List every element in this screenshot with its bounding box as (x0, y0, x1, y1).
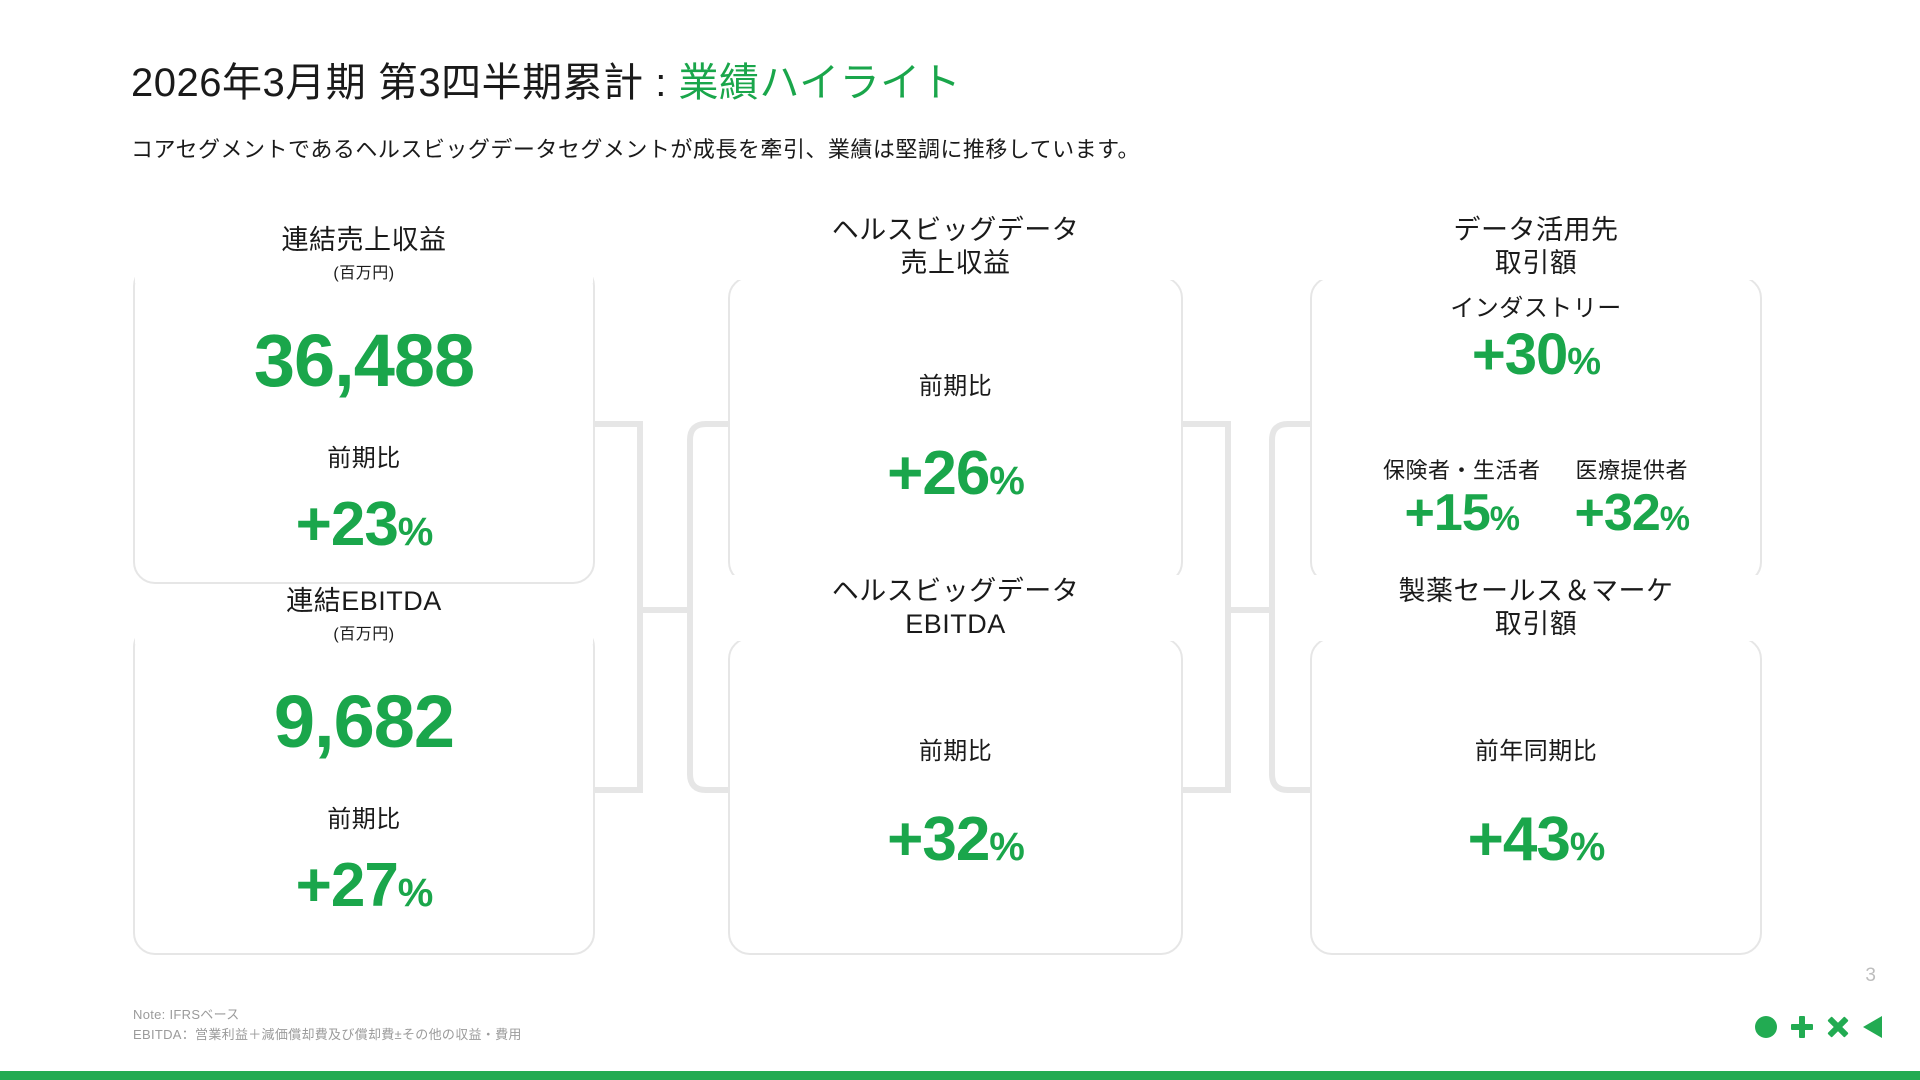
footnote-line-2: EBITDA：営業利益＋減価償却費及び償却費±その他の収益・費用 (133, 1026, 522, 1042)
metric-consolidated-ebitda-change: +27% (296, 855, 434, 917)
card-hbd-ebitda-compare-label: 前期比 (918, 738, 993, 765)
metric-hbd-ebitda-change-symbol: % (989, 825, 1025, 869)
metric-pharma-change: +43% (1468, 809, 1606, 871)
cross-mark-icon (1827, 1016, 1849, 1038)
card-consolidated-revenue: 連結売上収益 (百万円) 36,488 前期比 +23% (133, 224, 595, 584)
metric-consolidated-revenue-value: 36,488 (253, 319, 475, 402)
sub-metric-healthcare-provider-number: +32 (1574, 484, 1661, 542)
metric-consolidated-revenue-change: +23% (296, 494, 434, 556)
sub-metric-healthcare-provider-label: 医療提供者 (1575, 458, 1689, 483)
sub-metric-healthcare-provider-symbol: % (1659, 500, 1690, 538)
metric-consolidated-ebitda-value: 9,682 (273, 680, 455, 763)
page-title: 2026年3月期 第3四半期累計 : 業績ハイライト (131, 50, 961, 108)
card-consolidated-ebitda: 連結EBITDA (百万円) 9,682 前期比 +27% (133, 585, 595, 955)
sub-metric-healthcare-provider-change: +32% (1574, 484, 1690, 542)
plus-mark-icon (1791, 1016, 1813, 1038)
card-data-usage: データ活用先 取引額 インダストリー +30% 保険者・生活者 +15% 医療提… (1310, 214, 1762, 584)
card-consolidated-revenue-title: 連結売上収益 (281, 225, 447, 255)
metric-pharma-change-symbol: % (1569, 825, 1606, 869)
metric-hbd-revenue-change-symbol: % (989, 459, 1025, 503)
metric-data-usage-industry-change: +30% (1472, 326, 1601, 384)
metric-data-usage-industry-symbol: % (1567, 341, 1601, 383)
card-consolidated-ebitda-title: 連結EBITDA (286, 586, 442, 616)
metric-hbd-revenue-change: +26% (887, 443, 1025, 505)
metric-consolidated-ebitda-change-number: +27 (295, 851, 399, 920)
card-consolidated-revenue-compare-label: 前期比 (327, 445, 401, 472)
card-consolidated-ebitda-compare-label: 前期比 (327, 806, 401, 833)
sub-metric-insurer-consumer-change: +15% (1383, 487, 1541, 539)
card-hbd-ebitda: ヘルスビッグデータ EBITDA 前期比 +32% (728, 575, 1183, 955)
metric-hbd-revenue-change-number: +26 (887, 439, 990, 508)
sub-metric-insurer-consumer-label: 保険者・生活者 (1383, 458, 1541, 483)
sub-metric-insurer-consumer: 保険者・生活者 +15% (1383, 453, 1541, 539)
metric-hbd-ebitda-change-number: +32 (887, 805, 990, 874)
footnotes: Note: IFRSベース EBITDA：営業利益＋減価償却費及び償却費±その他… (133, 1005, 522, 1044)
metrics-board: 連結売上収益 (百万円) 36,488 前期比 +23% 連結EBITDA (百… (0, 190, 1920, 980)
sub-metric-insurer-consumer-number: +15 (1404, 484, 1491, 542)
page-title-accent: 業績ハイライト (678, 61, 962, 105)
circle-mark-icon (1755, 1016, 1777, 1038)
sub-metric-insurer-consumer-symbol: % (1489, 500, 1520, 538)
card-data-usage-title: データ活用先 取引額 (1453, 215, 1619, 278)
sub-metric-healthcare-provider: 医療提供者 +32% (1574, 453, 1690, 542)
metric-data-usage-industry-number: +30 (1471, 322, 1568, 387)
bottom-accent-bar (0, 1071, 1920, 1080)
card-hbd-revenue: ヘルスビッグデータ 売上収益 前期比 +26% (728, 214, 1183, 584)
card-hbd-ebitda-title: ヘルスビッグデータ EBITDA (831, 576, 1080, 639)
slide-subtitle: コアセグメントであるヘルスビッグデータセグメントが成長を牽引、業績は堅調に推移し… (131, 137, 1140, 162)
card-consolidated-ebitda-unit: (百万円) (333, 625, 395, 643)
card-pharma-sales-marketing: 製薬セールス＆マーケ 取引額 前年同期比 +43% (1310, 575, 1762, 955)
metric-pharma-change-number: +43 (1467, 805, 1571, 874)
metric-consolidated-ebitda-change-symbol: % (397, 871, 434, 915)
card-pharma-compare-label: 前年同期比 (1474, 738, 1598, 765)
footnote-line-1: Note: IFRSベース (133, 1007, 240, 1022)
card-pharma-sales-marketing-title: 製薬セールス＆マーケ 取引額 (1398, 576, 1674, 639)
card-hbd-revenue-title: ヘルスビッグデータ 売上収益 (831, 215, 1080, 278)
card-consolidated-revenue-unit: (百万円) (333, 264, 395, 282)
page-title-primary: 2026年3月期 第3四半期累計 : (131, 61, 679, 105)
triangle-mark-icon (1863, 1016, 1882, 1038)
logo-marks (1755, 1014, 1882, 1040)
card-hbd-revenue-compare-label: 前期比 (918, 373, 993, 400)
metric-consolidated-revenue-change-symbol: % (397, 510, 434, 554)
metric-hbd-ebitda-change: +32% (887, 809, 1025, 871)
page-number: 3 (1865, 965, 1876, 986)
metric-consolidated-revenue-change-number: +23 (295, 490, 399, 559)
card-data-usage-industry-label: インダストリー (1450, 295, 1622, 322)
